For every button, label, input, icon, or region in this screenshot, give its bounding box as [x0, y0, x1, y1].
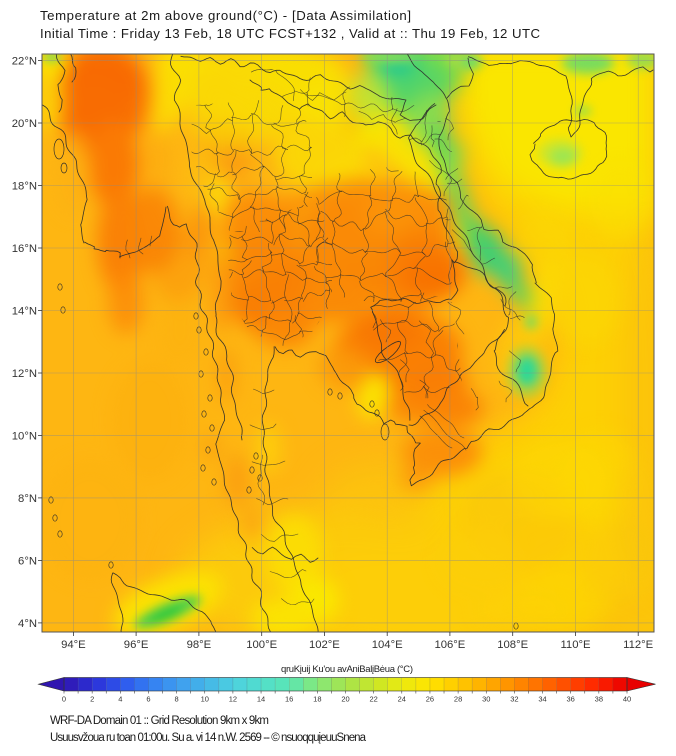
svg-text:24: 24: [398, 695, 406, 704]
svg-text:38: 38: [595, 695, 603, 704]
svg-text:4: 4: [118, 695, 122, 704]
svg-text:6: 6: [146, 695, 150, 704]
svg-text:16°N: 16°N: [12, 243, 37, 255]
svg-text:40: 40: [623, 695, 631, 704]
svg-text:20°N: 20°N: [12, 118, 37, 130]
svg-text:22°N: 22°N: [12, 56, 37, 68]
svg-text:14: 14: [257, 695, 265, 704]
svg-text:32: 32: [510, 695, 518, 704]
svg-text:12°N: 12°N: [12, 368, 37, 380]
svg-text:100°E: 100°E: [246, 639, 277, 651]
svg-text:18°N: 18°N: [12, 181, 37, 193]
svg-text:6°N: 6°N: [18, 555, 37, 567]
svg-text:Initial Time : Friday 13 Feb,: Initial Time : Friday 13 Feb, 18 UTC FCS…: [40, 26, 540, 41]
svg-text:26: 26: [426, 695, 434, 704]
svg-text:10: 10: [201, 695, 209, 704]
svg-text:10°N: 10°N: [12, 430, 37, 442]
svg-text:94°E: 94°E: [61, 639, 86, 651]
svg-text:4°N: 4°N: [18, 618, 37, 630]
svg-text:0: 0: [62, 695, 66, 704]
svg-text:20: 20: [341, 695, 349, 704]
svg-text:36: 36: [567, 695, 575, 704]
svg-text:30: 30: [482, 695, 490, 704]
svg-text:28: 28: [454, 695, 462, 704]
svg-text:12: 12: [229, 695, 237, 704]
svg-text:Temperature at 2m above ground: Temperature at 2m above ground(°C) - [Da…: [40, 8, 411, 23]
svg-text:2: 2: [90, 695, 94, 704]
svg-text:18: 18: [313, 695, 321, 704]
svg-text:8°N: 8°N: [18, 493, 37, 505]
svg-text:34: 34: [538, 695, 546, 704]
svg-text:104°E: 104°E: [372, 639, 403, 651]
svg-text:Usuusvžoua ru toan 01:00u. Su: Usuusvžoua ru toan 01:00u. Su a. vi 14 n…: [50, 732, 367, 744]
svg-text:98°E: 98°E: [187, 639, 212, 651]
svg-text:WRF-DA Domain 01 :: Grid Resol: WRF-DA Domain 01 :: Grid Resolution 9km …: [50, 715, 269, 727]
svg-text:108°E: 108°E: [497, 639, 528, 651]
svg-text:22: 22: [369, 695, 377, 704]
svg-text:106°E: 106°E: [434, 639, 465, 651]
svg-text:112°E: 112°E: [623, 639, 654, 651]
svg-text:8: 8: [175, 695, 179, 704]
svg-text:16: 16: [285, 695, 293, 704]
svg-text:102°E: 102°E: [309, 639, 340, 651]
svg-text:96°E: 96°E: [124, 639, 149, 651]
svg-text:110°E: 110°E: [560, 639, 591, 651]
svg-text:qruKįuij Ku'ou avAniBalįBėua (: qruKįuij Ku'ou avAniBalįBėua (°C): [281, 664, 413, 675]
svg-text:14°N: 14°N: [12, 306, 37, 318]
